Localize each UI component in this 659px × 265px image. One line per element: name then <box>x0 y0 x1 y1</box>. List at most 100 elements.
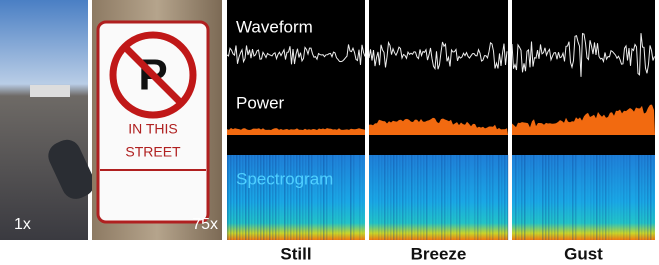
spectrogram-streak <box>456 155 458 240</box>
spectrogram-streak <box>426 155 428 240</box>
spectrogram-streak <box>563 155 565 240</box>
spectrogram-streak <box>584 155 586 240</box>
spectrogram-streak <box>435 155 437 240</box>
spectrogram-streak <box>287 155 289 240</box>
spectrogram-streak <box>536 155 538 240</box>
spectrogram-streak <box>420 155 422 240</box>
spectrogram-streak <box>468 155 470 240</box>
spectrogram-streak <box>653 155 655 240</box>
spectrogram-streak <box>545 155 547 240</box>
spectrogram-streak <box>290 155 292 240</box>
spectrogram-streak <box>311 155 313 240</box>
sign-photo: P IN THIS STREET 75x <box>92 0 222 240</box>
spectrogram-streak <box>269 155 271 240</box>
row-label: Spectrogram <box>236 169 333 188</box>
spectrogram-streak <box>302 155 304 240</box>
spectrogram-streak <box>230 155 232 240</box>
spectrogram-streak <box>378 155 380 240</box>
spectrogram-streak <box>602 155 604 240</box>
spectrogram-streak <box>518 155 520 240</box>
spectrogram-streak <box>650 155 652 240</box>
row-label: Power <box>236 93 285 112</box>
spectrogram-streak <box>590 155 592 240</box>
spectrogram-streak <box>323 155 325 240</box>
spectrogram-streak <box>314 155 316 240</box>
spectrogram-streak <box>575 155 577 240</box>
spectrogram-streak <box>587 155 589 240</box>
spectrogram-streak <box>236 155 238 240</box>
spectrogram-streak <box>263 155 265 240</box>
spectrogram-streak <box>299 155 301 240</box>
spectrogram-streak <box>483 155 485 240</box>
spectrogram-streak <box>605 155 607 240</box>
spectrogram-streak <box>492 155 494 240</box>
spectrogram-streak <box>372 155 374 240</box>
spectrogram-streak <box>423 155 425 240</box>
spectrogram-streak <box>239 155 241 240</box>
spectrogram-streak <box>405 155 407 240</box>
spectrogram-streak <box>257 155 259 240</box>
spectrogram-streak <box>569 155 571 240</box>
spectrogram-streak <box>350 155 352 240</box>
spectrogram-streak <box>341 155 343 240</box>
zoom-label: 1x <box>14 216 31 233</box>
spectrogram-streak <box>233 155 235 240</box>
spectrogram-streak <box>474 155 476 240</box>
spectrogram-streak <box>393 155 395 240</box>
sign-text: STREET <box>125 144 181 160</box>
spectrogram-streak <box>480 155 482 240</box>
spectrogram-streak <box>245 155 247 240</box>
spectrogram-streak <box>501 155 503 240</box>
spectrogram-streak <box>399 155 401 240</box>
spectrogram-streak <box>335 155 337 240</box>
spectrogram-streak <box>599 155 601 240</box>
spectrogram-streak <box>572 155 574 240</box>
spectrogram-streak <box>432 155 434 240</box>
column-label: Gust <box>564 244 603 263</box>
spectrogram-streak <box>462 155 464 240</box>
spectrogram-streak <box>242 155 244 240</box>
spectrogram-streak <box>369 155 371 240</box>
spectrogram-streak <box>227 155 229 240</box>
spectrogram-streak <box>387 155 389 240</box>
column-label: Still <box>280 244 311 263</box>
spectrogram-streak <box>557 155 559 240</box>
spectrogram-streak <box>260 155 262 240</box>
spectrogram-streak <box>459 155 461 240</box>
spectrogram-streak <box>296 155 298 240</box>
spectrogram-streak <box>620 155 622 240</box>
spectrogram-streak <box>611 155 613 240</box>
spectrogram-streak <box>381 155 383 240</box>
spectrogram-streak <box>254 155 256 240</box>
spectrogram-streak <box>332 155 334 240</box>
figure: 1x P IN THIS STREET 75x StillBreezeGust … <box>0 0 659 265</box>
spectrogram-streak <box>566 155 568 240</box>
spectrogram-streak <box>444 155 446 240</box>
spectrogram-streak <box>641 155 643 240</box>
spectrogram-streak <box>414 155 416 240</box>
spectrogram-streak <box>375 155 377 240</box>
spectrogram-streak <box>275 155 277 240</box>
spectrogram-streak <box>447 155 449 240</box>
spectrogram-streak <box>498 155 500 240</box>
spectrogram-streak <box>507 155 509 240</box>
spectrogram-streak <box>489 155 491 240</box>
spectrogram-streak <box>477 155 479 240</box>
spectrogram-streak <box>248 155 250 240</box>
spectrogram-streak <box>593 155 595 240</box>
spectrogram-streak <box>617 155 619 240</box>
spectrogram-streak <box>647 155 649 240</box>
spectrogram-streak <box>504 155 506 240</box>
spectrogram-streak <box>251 155 253 240</box>
spectrogram-streak <box>453 155 455 240</box>
spectrogram-streak <box>356 155 358 240</box>
spectrogram-streak <box>465 155 467 240</box>
zoom-label: 75x <box>192 216 218 233</box>
spectrogram-streak <box>329 155 331 240</box>
spectrogram-streak <box>308 155 310 240</box>
spectrogram-streak <box>629 155 631 240</box>
spectrogram-streak <box>486 155 488 240</box>
spectrogram-streak <box>614 155 616 240</box>
spectrogram-streak <box>390 155 392 240</box>
